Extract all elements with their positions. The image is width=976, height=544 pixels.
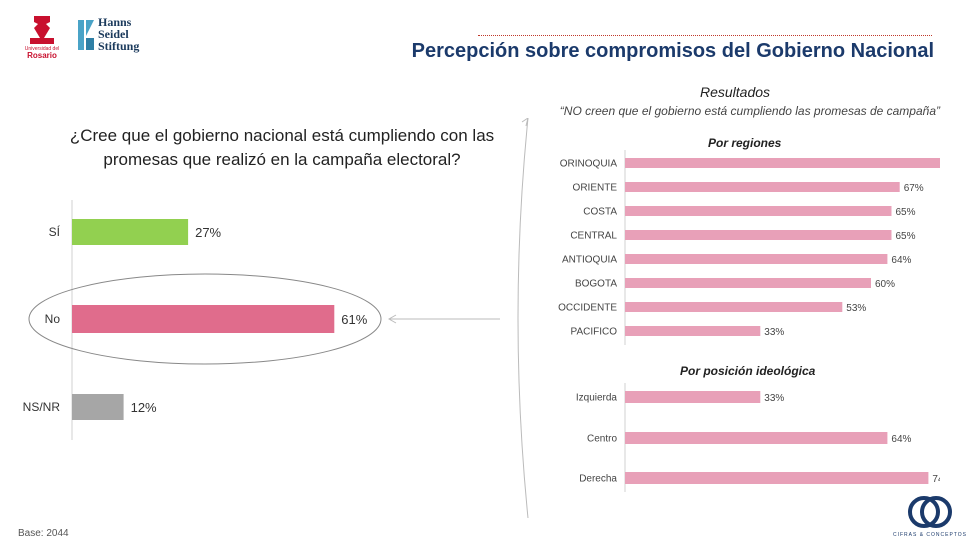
regions-chart-bar <box>625 158 940 168</box>
regions-chart-value-label: 65% <box>896 231 916 242</box>
title-dotted-rule <box>478 35 932 36</box>
ideology-chart-title: Por posición ideológica <box>680 364 816 378</box>
regions-chart-value-label: 60% <box>875 279 895 290</box>
regions-chart-value-label: 64% <box>891 255 911 266</box>
survey-question: ¿Cree que el gobierno nacional está cump… <box>69 126 495 169</box>
regions-chart-category-label: ANTIOQUIA <box>562 255 617 266</box>
regions-chart-category-label: PACIFICO <box>571 327 618 338</box>
universidad-rosario-logo: Universidad del Rosario <box>25 16 59 60</box>
main-chart-value-label: 27% <box>195 225 221 240</box>
page-title: Percepción sobre compromisos del Gobiern… <box>411 40 934 62</box>
rosario-name-line2: Rosario <box>27 51 57 60</box>
main-chart-category-label: No <box>45 312 61 326</box>
hss-logo-icon <box>78 20 94 50</box>
ideology-chart-category-label: Centro <box>587 434 617 445</box>
regions-chart-bar <box>625 206 892 216</box>
ideology-chart-value-label: 74% <box>932 474 940 485</box>
ideology-chart-bar <box>625 391 761 403</box>
regions-chart-title: Por regiones <box>708 136 782 150</box>
main-answer-chart: SÍ 27% No 61% NS/NR 12% <box>23 200 500 440</box>
regions-chart-value-label: 33% <box>764 327 784 338</box>
regions-chart-value-label: 53% <box>846 303 866 314</box>
regions-chart-bar <box>625 302 843 312</box>
regions-chart-category-label: CENTRAL <box>570 231 617 242</box>
ideology-chart-category-label: Derecha <box>579 474 617 485</box>
regions-chart-value-label: 65% <box>896 207 916 218</box>
regions-chart-category-label: BOGOTA <box>575 279 617 290</box>
main-chart-bar <box>72 394 124 420</box>
highlight-ellipse <box>28 273 382 365</box>
highlight-arrow-icon <box>387 314 397 324</box>
main-chart-bar <box>72 219 189 245</box>
ideology-chart-value-label: 64% <box>891 434 911 445</box>
regions-chart-category-label: COSTA <box>583 207 617 218</box>
regions-chart-bar <box>625 326 761 336</box>
regions-chart-value-label: 67% <box>904 183 924 194</box>
regions-chart-bar <box>625 230 892 240</box>
hss-logo-text: Hanns Seidel Stiftung <box>98 15 140 53</box>
ideology-chart-value-label: 33% <box>764 393 784 404</box>
results-subtitle: “NO creen que el gobierno está cumpliend… <box>559 104 940 118</box>
sample-base: Base: 2044 <box>18 528 69 539</box>
main-chart-bar <box>72 305 335 333</box>
ideology-chart-bar <box>625 472 929 484</box>
results-bracket <box>517 118 529 518</box>
main-chart-category-label: NS/NR <box>23 400 61 414</box>
cifras-conceptos-logo <box>908 496 952 528</box>
ideology-chart: Izquierda 33% Centro 64% Derecha 74% <box>576 383 940 492</box>
cifras-conceptos-text: CIFRAS & CONCEPTOS <box>892 532 968 538</box>
regions-chart-category-label: ORINOQUIA <box>560 159 618 170</box>
ideology-chart-category-label: Izquierda <box>576 393 618 404</box>
rosario-name-line1: Universidad del <box>25 46 59 52</box>
main-chart-category-label: SÍ <box>49 224 61 239</box>
regions-chart-bar <box>625 254 888 264</box>
main-chart-value-label: 61% <box>341 312 367 327</box>
main-chart-value-label: 12% <box>131 400 157 415</box>
regions-chart: ORINOQUIA79%ORIENTE67%COSTA65%CENTRAL65%… <box>558 150 940 345</box>
results-title: Resultados <box>700 84 771 100</box>
regions-chart-bar <box>625 182 900 192</box>
regions-chart-category-label: OCCIDENTE <box>558 303 617 314</box>
ideology-chart-bar <box>625 432 888 444</box>
regions-chart-bar <box>625 278 871 288</box>
regions-chart-category-label: ORIENTE <box>573 183 618 194</box>
